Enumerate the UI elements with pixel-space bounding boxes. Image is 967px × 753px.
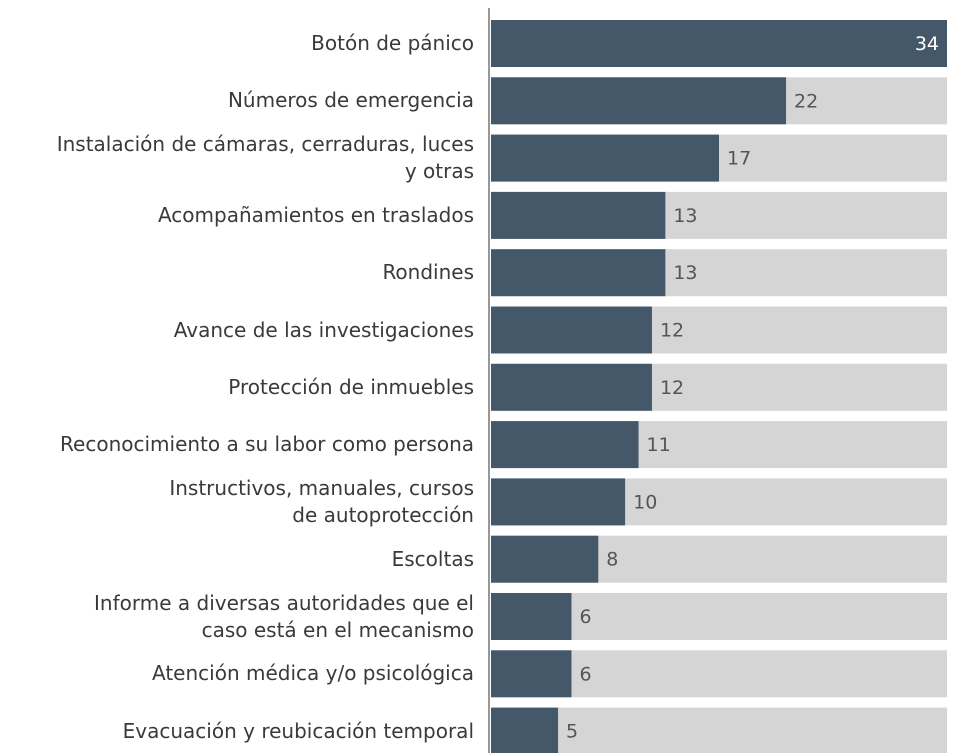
- value-label: 22: [794, 90, 818, 112]
- value-label: 13: [673, 262, 697, 284]
- category-label: Botón de pánico: [311, 31, 474, 55]
- bar: [491, 249, 666, 297]
- bar: [491, 77, 787, 125]
- value-label: 11: [647, 434, 671, 456]
- category-label: Informe a diversas autoridades que el ca…: [94, 590, 474, 642]
- value-label: 12: [660, 377, 684, 399]
- bar: [491, 363, 652, 411]
- value-label: 34: [915, 33, 939, 55]
- bar: [491, 650, 572, 698]
- category-label: Acompañamientos en traslados: [157, 202, 474, 227]
- category-label: Protección de inmuebles: [228, 374, 474, 399]
- value-label: 13: [673, 205, 697, 227]
- category-label: Evacuación y reubicación temporal: [122, 718, 474, 743]
- bar: [491, 478, 626, 526]
- value-label: 8: [606, 549, 618, 571]
- category-label: Atención médica y/o psicológica: [152, 661, 474, 686]
- bar: [491, 593, 572, 640]
- value-label: 5: [566, 721, 578, 743]
- category-label: Reconocimiento a su labor como persona: [60, 432, 474, 457]
- category-label: Rondines: [382, 260, 474, 285]
- value-label: 6: [579, 606, 591, 628]
- value-label: 10: [633, 491, 657, 513]
- category-label: Números de emergencia: [227, 88, 474, 113]
- value-label: 6: [579, 663, 591, 685]
- bar: [491, 20, 947, 67]
- bar: [491, 421, 639, 469]
- value-label: 12: [660, 320, 684, 342]
- bar: [491, 707, 559, 753]
- bar: [491, 535, 599, 583]
- category-label: Instalación de cámaras, cerraduras, luce…: [56, 132, 474, 184]
- bar: [491, 306, 652, 354]
- category-label: Avance de las investigaciones: [173, 317, 474, 342]
- bar: [491, 134, 719, 182]
- category-label: Instructivos, manuales, cursos de autopr…: [169, 475, 474, 527]
- bar: [491, 191, 666, 239]
- value-label: 17: [727, 148, 751, 170]
- bar-track: [491, 707, 947, 753]
- category-label: Escoltas: [391, 546, 474, 571]
